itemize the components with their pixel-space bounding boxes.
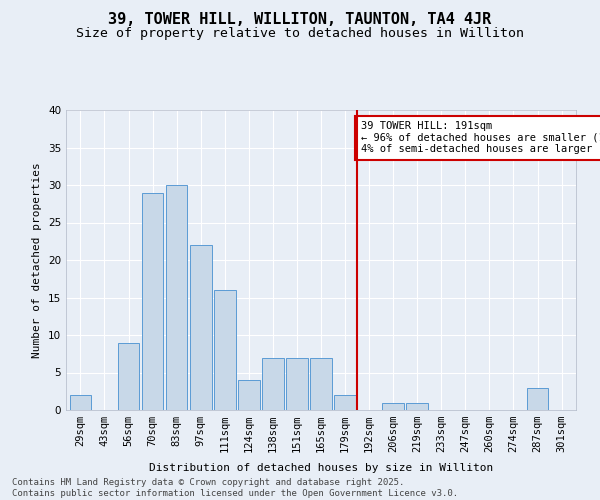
Text: Contains HM Land Registry data © Crown copyright and database right 2025.
Contai: Contains HM Land Registry data © Crown c… (12, 478, 458, 498)
Bar (70, 395, 91, 410)
Bar (190, 245, 212, 410)
Bar (214, 290, 236, 410)
Bar (527, 388, 548, 410)
Text: Size of property relative to detached houses in Williton: Size of property relative to detached ho… (76, 28, 524, 40)
Bar (406, 402, 428, 410)
X-axis label: Distribution of detached houses by size in Williton: Distribution of detached houses by size … (149, 464, 493, 473)
Bar (334, 395, 356, 410)
Bar (142, 192, 163, 410)
Bar (166, 185, 187, 410)
Bar (262, 358, 284, 410)
Bar (286, 358, 308, 410)
Bar (118, 342, 139, 410)
Text: 39 TOWER HILL: 191sqm
← 96% of detached houses are smaller (133)
4% of semi-deta: 39 TOWER HILL: 191sqm ← 96% of detached … (361, 121, 600, 154)
Bar (310, 358, 332, 410)
Bar (382, 402, 404, 410)
Text: 39, TOWER HILL, WILLITON, TAUNTON, TA4 4JR: 39, TOWER HILL, WILLITON, TAUNTON, TA4 4… (109, 12, 491, 28)
Y-axis label: Number of detached properties: Number of detached properties (32, 162, 43, 358)
Bar (238, 380, 260, 410)
